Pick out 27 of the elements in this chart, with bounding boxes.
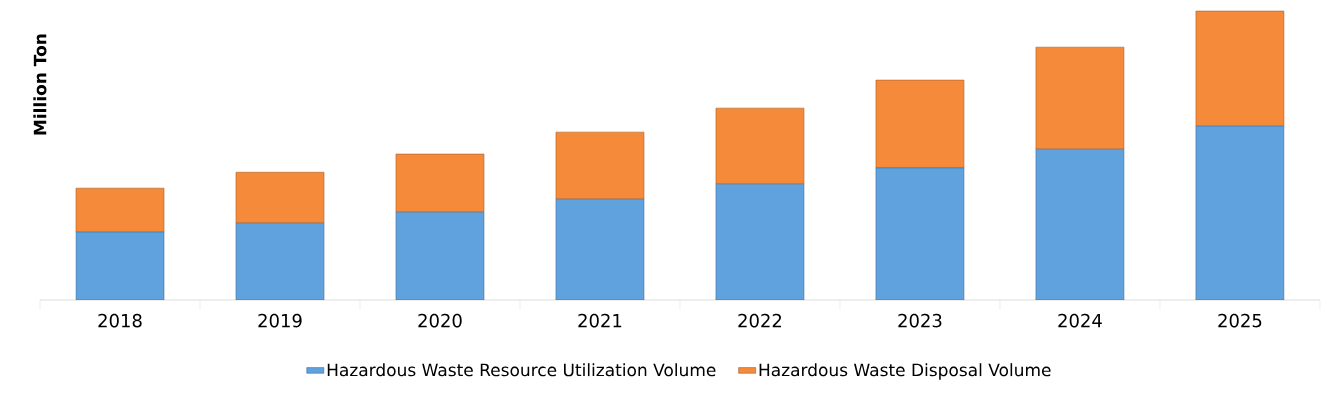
bar <box>75 187 165 233</box>
bar <box>1035 46 1125 150</box>
x-tick-label: 2023 <box>898 313 942 328</box>
x-tick-label: 2019 <box>258 313 302 328</box>
bar <box>1195 125 1285 300</box>
y-axis-title: Million Ton <box>33 34 47 135</box>
bar <box>75 231 165 300</box>
bar <box>235 171 325 224</box>
bar <box>875 167 965 300</box>
bar <box>715 107 805 185</box>
bar <box>715 183 805 300</box>
bar <box>395 211 485 300</box>
bar <box>875 79 965 169</box>
bar <box>1195 10 1285 127</box>
bar <box>235 222 325 300</box>
bar <box>555 198 645 300</box>
x-tick-label: 2018 <box>98 313 142 328</box>
x-tick-label: 2024 <box>1058 313 1102 328</box>
bar <box>395 153 485 213</box>
bar <box>555 131 645 200</box>
x-tick-label: 2021 <box>578 313 622 328</box>
x-tick-label: 2022 <box>738 313 782 328</box>
legend-label: Hazardous Waste Resource Utilization Volume <box>327 363 716 377</box>
x-tick-label: 2025 <box>1218 313 1262 328</box>
legend-label: Hazardous Waste Disposal Volume <box>759 363 1051 380</box>
x-tick-label: 2020 <box>418 313 462 328</box>
bar <box>1035 148 1125 300</box>
